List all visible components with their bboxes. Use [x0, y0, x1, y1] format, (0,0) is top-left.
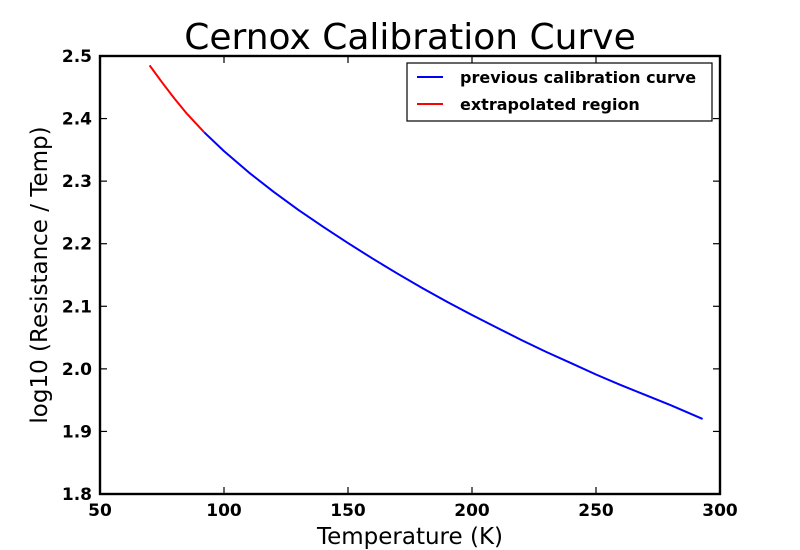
y-tick-label: 1.9	[62, 422, 92, 442]
axes-frame	[98, 54, 722, 496]
y-tick-label: 2.1	[62, 297, 92, 317]
x-axis-label: Temperature (K)	[316, 524, 503, 550]
y-tick-label: 2.4	[62, 110, 92, 130]
legend-frame	[406, 62, 713, 122]
x-tick-label: 100	[206, 501, 242, 521]
y-axis-label: log10 (Resistance / Temp)	[27, 126, 53, 423]
y-tick-label: 2.2	[62, 235, 92, 255]
legend-label-extrapolated-region: extrapolated region	[460, 95, 640, 114]
legend-label-previous-calibration: previous calibration curve	[460, 68, 696, 87]
y-tick-label: 2.3	[62, 172, 92, 192]
y-tick-label: 1.8	[62, 485, 92, 505]
series-line-1	[148, 64, 205, 133]
x-tick-label: 200	[454, 501, 490, 521]
legend: previous calibration curve extrapolated …	[406, 62, 713, 122]
y-tick-label: 2.0	[62, 360, 92, 380]
plot-area: 50 100 150 200 250 300 1.8 1.9 2.0 2.1 2.2 2.3 2.4 2.…	[62, 47, 738, 521]
chart-title: Cernox Calibration Curve	[184, 17, 635, 58]
y-tick-label: 2.5	[62, 47, 92, 67]
series-line-0	[203, 131, 703, 420]
x-tick-label: 250	[578, 501, 614, 521]
x-tick-label: 50	[88, 501, 112, 521]
x-tick-label: 300	[702, 501, 738, 521]
x-tick-label: 150	[330, 501, 366, 521]
